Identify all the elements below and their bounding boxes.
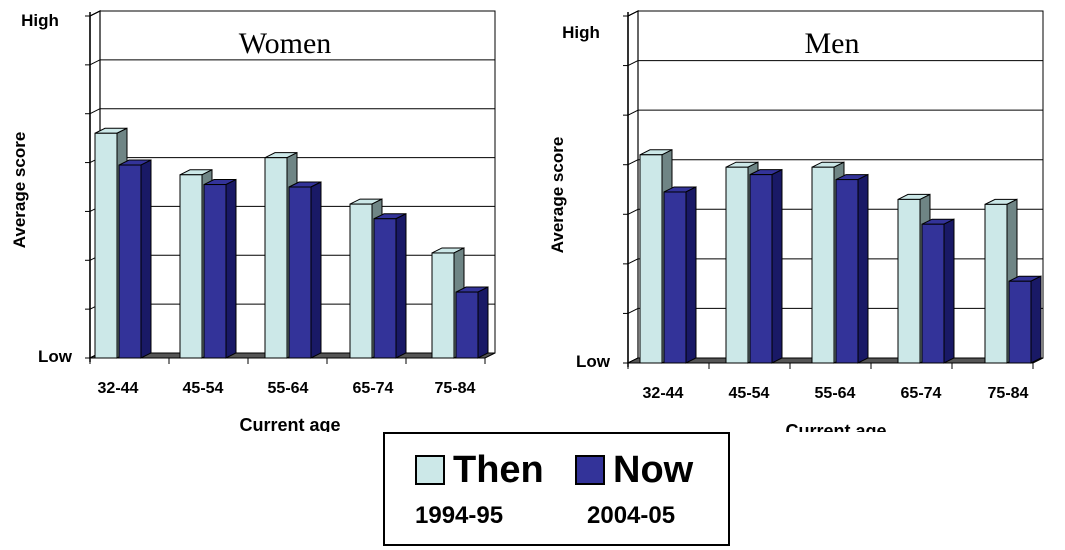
bar-front bbox=[725, 166, 749, 364]
bar-front bbox=[203, 184, 227, 359]
legend-item-now: Now bbox=[575, 450, 693, 490]
bar-side bbox=[395, 212, 407, 359]
bar-front bbox=[663, 191, 687, 364]
bar-now-55-64 bbox=[288, 181, 322, 359]
legend-item-then: Then bbox=[415, 450, 544, 490]
bar-front bbox=[984, 203, 1008, 364]
y-axis-title: Average score bbox=[10, 132, 29, 249]
y-high-label: High bbox=[21, 11, 59, 30]
x-tick-label: 45-54 bbox=[183, 380, 224, 397]
bar-front bbox=[118, 164, 142, 359]
grid-line-side bbox=[89, 59, 101, 66]
x-tick-label: 45-54 bbox=[729, 385, 770, 402]
bar-now-75-84 bbox=[1008, 275, 1042, 364]
chart-title: Men bbox=[805, 27, 860, 60]
legend-label-now: Now bbox=[613, 449, 694, 491]
bar-front bbox=[431, 252, 455, 359]
legend-swatch-now bbox=[575, 455, 605, 485]
bar-side bbox=[1030, 275, 1042, 364]
bar-now-32-44 bbox=[663, 186, 697, 364]
bar-front bbox=[179, 174, 203, 359]
bar-now-55-64 bbox=[835, 173, 869, 364]
side-wall bbox=[627, 10, 639, 364]
grid-line-side bbox=[89, 108, 101, 115]
bar-front bbox=[455, 291, 479, 359]
bar-front bbox=[921, 223, 945, 364]
grid-line-side bbox=[627, 159, 639, 166]
bar-now-65-74 bbox=[373, 212, 407, 359]
bar-front bbox=[835, 179, 859, 364]
grid-line-side bbox=[627, 258, 639, 265]
chart-women: 32-44 45-54 55-64 65-74 75-84 High Low Current … bbox=[10, 10, 496, 432]
x-tick-label: 75-84 bbox=[435, 380, 476, 397]
x-tick-label: 65-74 bbox=[901, 385, 942, 402]
bar-side bbox=[857, 173, 869, 364]
bar-front bbox=[1008, 280, 1032, 364]
legend-period-then: 1994-95 bbox=[415, 502, 504, 529]
bar-front bbox=[288, 186, 312, 359]
bar-side bbox=[685, 186, 697, 364]
bar-side bbox=[310, 181, 322, 359]
bar-side bbox=[140, 159, 152, 359]
legend: Then Now 1994-95 2004-05 bbox=[383, 432, 730, 546]
bar-now-65-74 bbox=[921, 218, 955, 364]
bar-front bbox=[264, 157, 288, 359]
x-axis-title: Current age bbox=[785, 421, 886, 432]
x-tick-label: 32-44 bbox=[643, 385, 684, 402]
bar-front bbox=[349, 203, 373, 359]
bar-side bbox=[943, 218, 955, 364]
bar-side bbox=[771, 168, 783, 364]
bar-side bbox=[477, 286, 489, 359]
y-low-label: Low bbox=[576, 352, 611, 371]
bar-now-45-54 bbox=[749, 168, 783, 364]
x-tick-label: 55-64 bbox=[815, 385, 856, 402]
bar-front bbox=[639, 154, 663, 364]
grid-line-side bbox=[627, 208, 639, 215]
x-tick-label: 32-44 bbox=[98, 380, 139, 397]
y-high-label: High bbox=[562, 23, 600, 42]
y-low-label: Low bbox=[38, 347, 73, 366]
x-tick-label: 75-84 bbox=[988, 385, 1029, 402]
charts-canvas: 32-44 45-54 55-64 65-74 75-84 High Low Current … bbox=[10, 10, 1044, 432]
grid-line-side bbox=[627, 60, 639, 67]
bar-now-45-54 bbox=[203, 178, 237, 359]
x-axis-title: Current age bbox=[239, 415, 340, 432]
bar-front bbox=[897, 198, 921, 364]
legend-swatch-then bbox=[415, 455, 445, 485]
chart-title: Women bbox=[239, 27, 332, 60]
bar-front bbox=[749, 174, 773, 364]
bar-front bbox=[94, 132, 118, 359]
grid-line-side bbox=[627, 307, 639, 314]
bar-now-75-84 bbox=[455, 286, 489, 359]
x-tick-label: 55-64 bbox=[268, 380, 309, 397]
legend-label-then: Then bbox=[453, 449, 544, 491]
y-axis-title: Average score bbox=[548, 137, 567, 254]
legend-period-now: 2004-05 bbox=[587, 502, 676, 529]
bar-front bbox=[373, 218, 397, 359]
chart-men: 32-44 45-54 55-64 65-74 75-84 High Low Current … bbox=[548, 10, 1044, 432]
grid-line-side bbox=[627, 109, 639, 116]
bar-front bbox=[811, 166, 835, 364]
bar-now-32-44 bbox=[118, 159, 152, 359]
bar-side bbox=[225, 178, 237, 359]
x-tick-label: 65-74 bbox=[353, 380, 394, 397]
